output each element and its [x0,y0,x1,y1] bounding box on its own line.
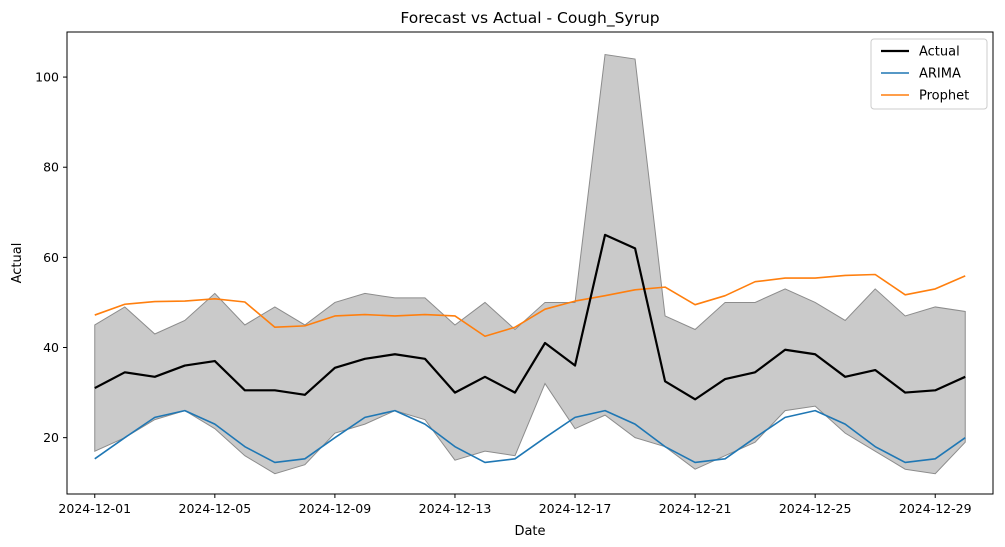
y-tick-label: 20 [43,430,59,445]
legend-label-arima: ARIMA [919,67,961,82]
x-axis-label: Date [514,524,545,539]
x-tick-label: 2024-12-17 [539,501,612,516]
x-tick-label: 2024-12-21 [659,501,732,516]
chart-title: Forecast vs Actual - Cough_Syrup [400,9,659,28]
y-tick-label: 60 [43,250,59,265]
x-tick-label: 2024-12-13 [419,501,492,516]
series-line-actual [94,233,966,401]
series-line-arima [94,409,966,464]
y-tick-label: 40 [43,340,59,355]
x-tick-label: 2024-12-25 [779,501,852,516]
legend-label-actual: Actual [919,45,960,60]
plot-area-frame [66,31,994,495]
axis-ticks-layer: 2024-12-01 2024-12-05 2024-12-09 2024-12-13… [35,70,971,516]
y-tick-label: 80 [43,160,59,175]
legend-frame [870,38,988,110]
confidence-band [94,53,966,475]
series-lines-layer [94,233,966,464]
series-line-prophet [94,273,966,338]
x-tick-label: 2024-12-29 [899,501,972,516]
x-tick-label: 2024-12-09 [299,501,372,516]
chart-legend: Actual ARIMA Prophet [870,38,988,110]
y-axis-label: Actual [10,243,25,284]
legend-label-prophet: Prophet [919,89,969,104]
x-tick-label: 2024-12-05 [179,501,252,516]
y-tick-label: 100 [35,70,59,85]
x-tick-label: 2024-12-01 [58,501,131,516]
confidence-band-layer [94,53,966,475]
